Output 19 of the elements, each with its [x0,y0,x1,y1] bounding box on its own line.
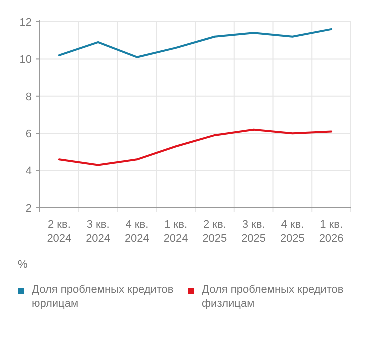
line-series [58,128,333,166]
legend-label: Доля проблемных кредитов юрлицам [32,284,174,310]
x-tick-label: 2 кв. 2025 [202,219,228,245]
x-tick-label: 2 кв. 2024 [47,219,72,245]
line-series [58,28,333,58]
y-tick-label: 2 [26,202,32,215]
x-tick-label: 4 кв. 2025 [280,219,305,245]
x-tick-label: 1 кв. 2026 [319,219,344,245]
y-axis-title: % [18,259,28,271]
y-tick-label: 12 [20,16,32,29]
y-tick-label: 4 [26,166,32,178]
x-tick-label: 3 кв. 2025 [242,219,266,245]
y-tick-label: 10 [20,54,32,66]
y-tick-label: 8 [26,91,32,104]
legend-label: Доля проблемных кредитов физлицам [202,284,344,310]
x-tick-label: 1 кв. 2024 [164,219,188,245]
x-tick-label: 4 кв. 2024 [124,219,150,245]
y-tick-label: 6 [26,128,32,140]
x-tick-label: 3 кв. 2024 [86,219,111,245]
